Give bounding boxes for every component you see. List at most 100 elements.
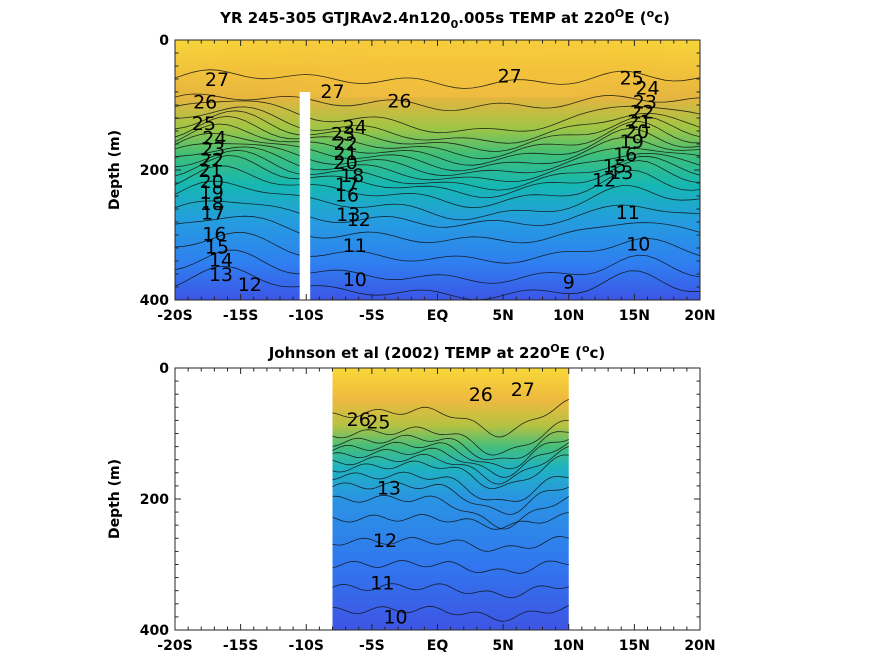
contour-line [175,149,700,191]
contour-label: 23 [201,138,225,160]
contour-line [332,512,569,530]
panel1-y-axis-label: Depth (m) [107,130,123,210]
x-tick-label: -20S [157,308,192,324]
panel1-warm-field [175,40,700,98]
y-tick-label: 200 [140,492,169,508]
panel-observed-temperature: Johnson et al (2002) TEMP at 220OE (oc) … [107,342,716,654]
contour-line [175,93,700,112]
x-tick-label: -5S [359,308,385,324]
contour-label: 11 [616,202,640,224]
contour-label: 13 [609,162,633,184]
contour-line [332,583,569,599]
contour-label: 27 [498,66,522,88]
x-tick-label: EQ [427,638,449,654]
contour-line [332,536,569,552]
contour-label: 23 [633,92,657,114]
contour-label: 24 [635,77,659,99]
y-tick-label: 0 [159,361,169,377]
title-part: c) [590,344,606,362]
contour-label: 26 [347,409,371,431]
contour-label: 17 [335,174,359,196]
contour-label: 13 [336,204,360,226]
contour-label: 19 [620,131,644,153]
contour-label: 20 [200,171,224,193]
contour-label: 10 [343,269,367,291]
panel2-contour-lines [332,399,570,622]
contour-label: 22 [334,133,358,155]
contour-label: 21 [628,111,652,133]
contour-label: 20 [625,121,649,143]
contour-line [332,494,570,530]
contour-label: 22 [630,101,654,123]
contour-line [175,200,700,228]
contour-line [332,560,569,574]
contour-line [332,454,569,489]
contour-line [175,265,700,300]
contour-line [175,155,700,199]
x-tick-label: -10S [289,638,324,654]
contour-label: 16 [202,224,226,246]
contour-label: 26 [469,384,493,406]
contour-line [332,420,569,456]
panel2-y-axis-label: Depth (m) [107,459,123,539]
contour-line [332,446,569,485]
title-part: c) [654,9,670,27]
title-part: E ( [560,344,582,362]
contour-line [175,146,700,182]
contour-label: 21 [198,160,222,182]
x-tick-label: -15S [223,638,258,654]
contour-line [332,481,569,515]
contour-label: 11 [370,573,394,595]
title-part: .005s TEMP at 220 [458,9,615,27]
contour-label: 25 [620,68,644,90]
contour-label: 26 [387,90,411,112]
contour-label: 12 [238,274,262,296]
title-part: 0 [451,18,459,31]
contour-line [175,132,700,172]
y-tick-label: 400 [140,623,169,639]
contour-label: 14 [209,250,233,272]
contour-label: 20 [334,152,358,174]
contour-line [332,471,569,502]
contour-line [175,123,700,166]
panel1-title: YR 245-305 GTJRAv2.4n1200.005s TEMP at 2… [219,7,670,31]
y-tick-label: 0 [159,33,169,49]
title-part: YR 245-305 GTJRAv2.4n120 [219,9,451,27]
contour-line [175,110,700,152]
x-tick-label: -15S [223,308,258,324]
contour-label: 12 [592,170,616,192]
title-part: O [615,7,624,20]
contour-label: 10 [626,233,650,255]
contour-label: 27 [320,81,344,103]
title-part: O [550,342,559,355]
contour-label: 15 [205,237,229,259]
contour-line [332,399,569,438]
x-tick-label: 10N [553,308,584,324]
contour-line [175,143,700,177]
contour-line [175,106,700,144]
contour-line [175,165,700,209]
contour-line [175,249,700,284]
contour-label: 26 [193,92,217,114]
title-part: E ( [624,9,646,27]
x-tick-label: 5N [492,308,513,324]
contour-line [175,69,700,89]
contour-label: 9 [563,272,575,294]
contour-label: 13 [209,264,233,286]
contour-label: 25 [192,113,216,135]
y-tick-label: 400 [140,293,169,309]
contour-label: 16 [613,144,637,166]
contour-label: 21 [334,143,358,165]
contour-label: 24 [343,116,367,138]
x-tick-label: -5S [359,638,385,654]
contour-label: 12 [347,209,371,231]
panel2-ticks: -20S -15S -10S -5S EQ 5N 10N 15N 20N 0 200 400 [140,361,716,654]
contour-line [175,231,700,264]
contour-label: 22 [200,149,224,171]
contour-line [332,442,570,478]
contour-label: 23 [331,123,355,145]
